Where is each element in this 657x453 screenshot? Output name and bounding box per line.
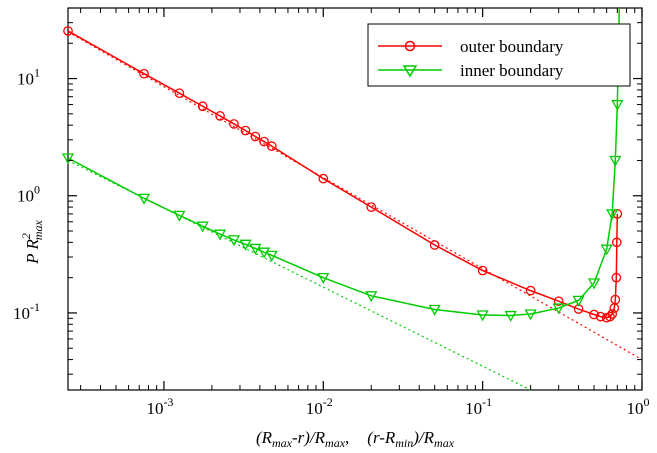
- data-point: [365, 291, 378, 303]
- data-point: [606, 209, 619, 221]
- data-point: [589, 309, 599, 320]
- data-point: [139, 68, 149, 79]
- data-point: [607, 309, 618, 319]
- data-point: [137, 193, 151, 205]
- data-point: [317, 273, 330, 284]
- y-tick-label: 100: [17, 183, 40, 206]
- data-point: [213, 229, 227, 241]
- data-point: [552, 303, 565, 315]
- legend-box: [367, 23, 631, 87]
- data-point: [257, 247, 271, 259]
- y-axis-label: P R2max: [19, 219, 45, 264]
- data-point: [477, 265, 488, 276]
- x-tick-label: 10-1: [465, 395, 492, 418]
- plot-frame: [67, 7, 643, 391]
- data-point: [525, 285, 536, 296]
- data-point: [587, 278, 601, 290]
- data-point: [611, 272, 622, 283]
- data-point: [611, 99, 624, 111]
- legend-marker-outer: [404, 40, 416, 52]
- data-point: [553, 296, 564, 307]
- data-point: [605, 311, 615, 322]
- data-point: [240, 125, 251, 136]
- data-point: [197, 101, 208, 112]
- data-point: [600, 244, 613, 256]
- data-point: [239, 239, 252, 251]
- data-point: [196, 221, 209, 233]
- data-point: [611, 237, 622, 248]
- y-tick-label: 101: [17, 66, 40, 89]
- legend-label-inner: inner boundary: [460, 61, 564, 80]
- data-point: [63, 26, 73, 36]
- series-layer: [61, 7, 625, 323]
- x-tick-label: 10-3: [146, 395, 173, 418]
- data-point: [595, 311, 606, 322]
- legend-label-outer: outer boundary: [460, 37, 564, 56]
- data-point: [215, 111, 225, 121]
- legend-marker-inner: [402, 65, 418, 78]
- data-point: [249, 243, 262, 255]
- data-point: [429, 240, 440, 250]
- data-point: [428, 304, 441, 316]
- legend: outer boundary inner boundary: [367, 23, 631, 87]
- tick-layer: 10-3 10-2 10-1 100 10-1 100 101: [13, 8, 650, 418]
- data-point: [265, 250, 278, 262]
- data-point: [318, 173, 329, 184]
- data-point: [476, 310, 489, 322]
- series-line: [67, 7, 621, 317]
- data-point: [266, 141, 277, 151]
- data-point: [366, 202, 377, 212]
- data-point: [572, 295, 585, 307]
- x-tick-label: 100: [627, 395, 650, 418]
- data-point: [504, 310, 517, 322]
- data-point: [250, 131, 261, 142]
- data-point: [61, 153, 75, 165]
- data-point: [610, 294, 621, 305]
- x-axis-label: (Rmax-r)/Rmax, (r-Rmin)/Rmax: [256, 428, 455, 450]
- data-point: [609, 155, 622, 167]
- x-tick-label: 10-2: [306, 395, 333, 418]
- data-point: [229, 119, 239, 129]
- y-tick-label: 10-1: [13, 300, 40, 323]
- data-point: [174, 88, 185, 99]
- data-point: [173, 210, 186, 222]
- reference-line: [67, 31, 643, 361]
- data-point: [227, 235, 241, 247]
- data-point: [524, 309, 537, 321]
- data-point: [259, 136, 269, 147]
